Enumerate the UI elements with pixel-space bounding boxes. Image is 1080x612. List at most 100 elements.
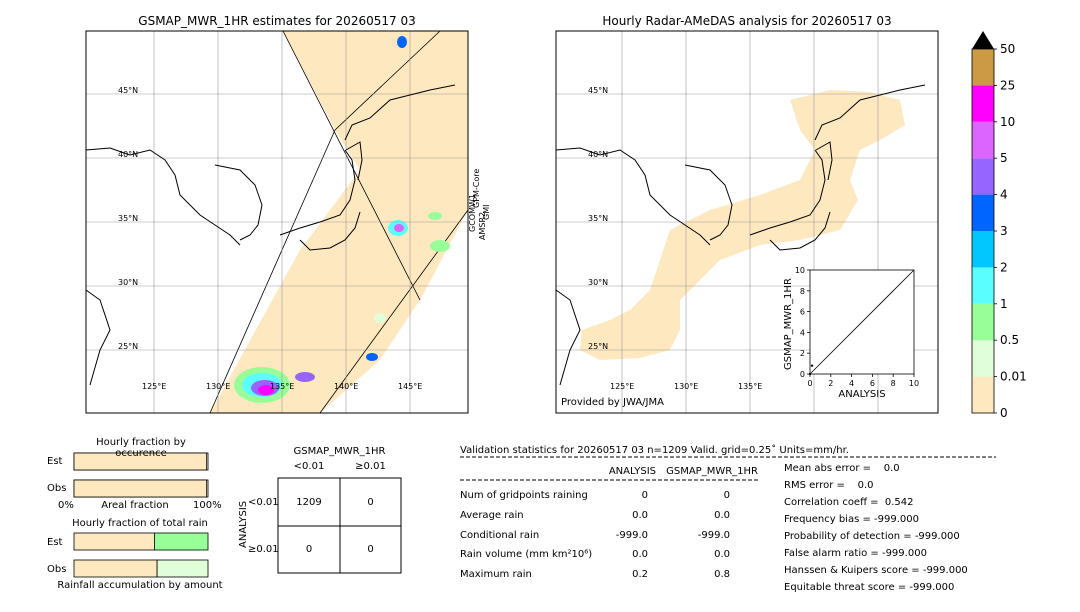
colorbar-segment <box>972 340 994 377</box>
colorbar-tick-label: 10 <box>1000 115 1015 129</box>
contingency-col-1: ≥0.01 <box>355 461 386 472</box>
colorbar-segment <box>972 376 994 413</box>
scatter-ylabel: GSMAP_MWR_1HR <box>783 278 794 370</box>
scatter-ytick-label: 8 <box>800 287 805 296</box>
occurence-title: Hourly fraction by occurence <box>96 437 186 459</box>
lat-label: 30°N <box>118 278 139 287</box>
scatter-xtick-label: 8 <box>891 379 896 388</box>
contingency-cell: 1209 <box>296 497 322 508</box>
occ-est-label: Est <box>47 456 63 467</box>
occurence-bar <box>73 452 208 471</box>
colorbar-segment <box>972 303 994 341</box>
total-rain-bar-segment <box>73 532 155 551</box>
validation-row-gsmap: -999.0 <box>697 530 730 541</box>
scatter-xtick-label: 6 <box>870 379 875 388</box>
colorbar-segment <box>972 85 994 122</box>
lon-label: 140°E <box>334 382 359 391</box>
contingency-cell: 0 <box>367 497 374 508</box>
lon-label: 135°E <box>270 382 295 391</box>
left-coastlines <box>85 84 456 386</box>
contingency-row-1: ≥0.01 <box>248 544 279 555</box>
swath-east <box>335 31 468 300</box>
validation-row-label: Conditional rain <box>460 530 540 541</box>
scatter-plot: 0 2 4 6 8 10 0 2 4 6 8 10 <box>795 266 919 388</box>
contingency-cell: 0 <box>305 544 313 555</box>
right-coastlines <box>555 84 926 386</box>
scatter-ytick-label: 6 <box>800 308 805 317</box>
colorbar-segment <box>972 49 994 86</box>
contingency-title: GSMAP_MWR_1HR <box>293 446 386 457</box>
validation-row-analysis: 0 <box>641 490 648 501</box>
validation-row-gsmap: 0.0 <box>714 549 730 560</box>
colorbar-extend-arrow <box>972 31 994 49</box>
scatter-ytick-label: 10 <box>795 266 805 275</box>
lat-label: 45°N <box>588 86 609 95</box>
score-line: Probability of detection = -999.000 <box>784 531 960 542</box>
validation-row-analysis: 0.2 <box>632 569 648 580</box>
swath-north <box>283 31 440 130</box>
scatter-xtick-label: 2 <box>828 379 833 388</box>
scatter-xtick-label: 10 <box>909 379 919 388</box>
lat-label: 40°N <box>588 150 609 159</box>
fraction-bars <box>73 452 209 578</box>
validation-row-analysis: 0.0 <box>632 549 648 560</box>
colorbar-tick-label: 0 <box>1000 406 1008 420</box>
colorbar-segment <box>972 158 994 195</box>
occ-xlabel: Areal fraction <box>101 500 169 511</box>
colorbar-tick-label: 25 <box>1000 78 1015 92</box>
lat-label: 45°N <box>118 86 139 95</box>
lat-label: 40°N <box>118 150 139 159</box>
colorbar-tick-label: 5 <box>1000 151 1008 165</box>
validation-row-analysis: 0.0 <box>632 510 648 521</box>
colorbar-tick-label: 2 <box>1000 260 1008 274</box>
validation-row-gsmap: 0.8 <box>714 569 730 580</box>
total-rain-bar-segment <box>156 559 209 578</box>
colorbar-tick-label: 0.5 <box>1000 333 1019 347</box>
validation-row-analysis: -999.0 <box>615 530 648 541</box>
validation-row-label: Average rain <box>460 510 524 521</box>
score-line: Hanssen & Kuipers score = -999.000 <box>784 565 968 576</box>
occ-tick-0: 0% <box>58 500 74 511</box>
lon-label: 130°E <box>206 382 231 391</box>
colorbar-segment <box>972 121 994 159</box>
lat-label: 30°N <box>588 278 609 287</box>
lon-label: 125°E <box>142 382 167 391</box>
occurence-bar <box>73 479 208 498</box>
colorbar-tick-label: 0.01 <box>1000 370 1027 384</box>
lon-label: 130°E <box>674 382 699 391</box>
scatter-xlabel: ANALYSIS <box>838 389 886 400</box>
total-rain-title: Hourly fraction of total rain <box>72 518 208 529</box>
scatter-point <box>810 364 814 367</box>
validation-row-gsmap: 0.0 <box>714 510 730 521</box>
colorbar-tick-label: 50 <box>1000 42 1015 56</box>
lat-label: 25°N <box>588 342 609 351</box>
occ-tick-100: 100% <box>193 500 222 511</box>
score-line: Equitable threat score = -999.000 <box>784 582 955 593</box>
colorbar-segment <box>972 231 994 268</box>
colorbar-tick-label: 3 <box>1000 224 1008 238</box>
validation-row-label: Rain volume (mm km²10⁶) <box>460 549 593 560</box>
colorbar-tick-label: 4 <box>1000 188 1008 202</box>
validation-row-label: Maximum rain <box>460 569 532 580</box>
validation-row-gsmap: 0 <box>723 490 730 501</box>
occ-obs-label: Obs <box>47 483 67 494</box>
score-line: Mean abs error = 0.0 <box>784 463 900 474</box>
scatter-reference-line <box>809 269 915 375</box>
colorbar-segment <box>972 194 994 231</box>
swath-label-gpm: GPM-Core <box>472 168 481 208</box>
validation-row-label: Num of gridpoints raining <box>460 490 588 501</box>
lon-label: 145°E <box>398 382 423 391</box>
lon-label: 125°E <box>610 382 635 391</box>
left-grid <box>86 31 468 413</box>
scatter-ytick-label: 2 <box>800 349 805 358</box>
score-line: False alarm ratio = -999.000 <box>784 548 927 559</box>
right-map-title: Hourly Radar-AMeDAS analysis for 2026051… <box>602 14 892 28</box>
score-line: Correlation coeff = 0.542 <box>784 497 914 508</box>
scatter-xtick-label: 0 <box>807 379 812 388</box>
validation-header: Validation statistics for 20260517 03 n=… <box>460 445 849 456</box>
credit-text: Provided by JWA/JMA <box>561 397 664 408</box>
lat-label: 35°N <box>588 214 609 223</box>
lat-label: 35°N <box>118 214 139 223</box>
